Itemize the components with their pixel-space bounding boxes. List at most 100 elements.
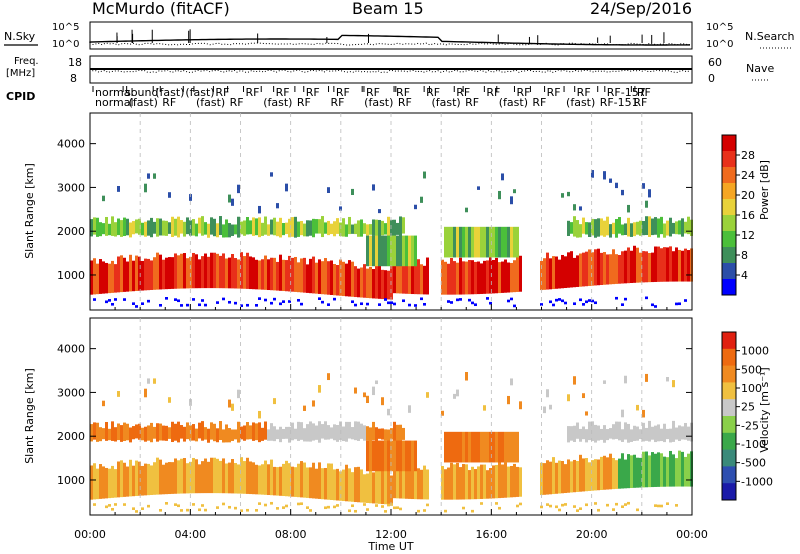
cpid-entry: RF — [331, 96, 345, 109]
heatmap-cell — [246, 508, 249, 512]
heatmap-cell — [312, 400, 315, 407]
heatmap-cell — [396, 235, 399, 267]
heatmap-cell — [648, 420, 651, 442]
heatmap-cell — [216, 253, 219, 289]
heatmap-cell — [333, 505, 336, 509]
heatmap-cell — [285, 183, 288, 192]
heatmap-cell — [651, 252, 654, 283]
colorbar-swatch — [722, 332, 736, 350]
cpid-entry: RF — [230, 96, 244, 109]
heatmap-cell — [327, 261, 330, 295]
heatmap-cell — [297, 421, 300, 441]
heatmap-cell — [621, 224, 624, 236]
heatmap-cell — [285, 222, 288, 235]
heatmap-cell — [213, 252, 216, 289]
heatmap-cell — [249, 425, 252, 440]
heatmap-cell — [360, 302, 363, 306]
heatmap-cell — [354, 387, 357, 394]
heatmap-cell — [204, 222, 207, 235]
heatmap-cell — [381, 505, 384, 508]
heatmap-cell — [564, 464, 567, 494]
heatmap-cell — [471, 431, 474, 463]
heatmap-cell — [597, 508, 600, 512]
heatmap-cell — [153, 426, 156, 439]
heatmap-cell — [609, 254, 612, 285]
heatmap-cell — [186, 508, 189, 512]
heatmap-cell — [405, 265, 408, 294]
heatmap-cell — [612, 222, 615, 235]
heatmap-cell — [465, 431, 468, 463]
heatmap-cell — [546, 503, 549, 506]
time-axis: 00:00 04:00 08:00 12:00 16:00 20:00 00:00 — [74, 113, 708, 541]
heatmap-cell — [237, 259, 240, 289]
heatmap-cell — [258, 217, 261, 238]
heatmap-cell — [615, 421, 618, 439]
heatmap-cell — [231, 254, 234, 289]
heatmap-cell — [309, 467, 312, 499]
heatmap-cell — [360, 469, 363, 503]
heatmap-cell — [636, 508, 639, 512]
heatmap-cell — [675, 302, 678, 306]
y-tick-label: 2000 — [57, 225, 85, 238]
heatmap-cell — [93, 422, 96, 440]
heatmap-cell — [186, 258, 189, 289]
heatmap-cell — [495, 502, 498, 505]
heatmap-cell — [354, 467, 357, 503]
heatmap-cell — [612, 249, 615, 285]
heatmap-cell — [576, 509, 579, 512]
heatmap-cell — [267, 429, 270, 441]
heatmap-cell — [318, 259, 321, 294]
heatmap-cell — [687, 426, 690, 441]
heatmap-cell — [336, 218, 339, 234]
heatmap-cell — [675, 458, 678, 487]
heatmap-cell — [606, 429, 609, 441]
heatmap-cell — [585, 251, 588, 287]
heatmap-cell — [108, 504, 111, 507]
heatmap-cell — [216, 506, 219, 509]
heatmap-cell — [642, 220, 645, 236]
heatmap-cell — [627, 423, 630, 443]
heatmap-cell — [228, 300, 231, 304]
heatmap-cell — [459, 226, 462, 258]
heatmap-cell — [408, 257, 411, 294]
heatmap-cell — [474, 303, 477, 307]
colorbar-tick-label: 24 — [741, 169, 755, 182]
heatmap-cell — [369, 224, 372, 235]
heatmap-cell — [342, 218, 345, 237]
heatmap-cell — [546, 460, 549, 495]
colorbar-swatch — [722, 483, 736, 501]
y-tick-label: 1000 — [57, 269, 85, 282]
heatmap-cell — [135, 219, 138, 234]
heatmap-cell — [585, 222, 588, 235]
heatmap-cell — [216, 301, 219, 304]
heatmap-cell — [102, 223, 105, 235]
heatmap-cell — [210, 252, 213, 289]
heatmap-cell — [243, 461, 246, 494]
heatmap-cell — [666, 457, 669, 487]
heatmap-cell — [147, 220, 150, 236]
heatmap-cell — [270, 459, 273, 496]
heatmap-cell — [156, 218, 159, 237]
heatmap-cell — [270, 501, 273, 505]
heatmap-cell — [672, 380, 675, 388]
heatmap-cell — [318, 297, 321, 300]
heatmap-cell — [546, 252, 549, 290]
heatmap-cell — [603, 425, 606, 443]
heatmap-cell — [486, 297, 489, 300]
heatmap-cell — [591, 460, 594, 491]
heatmap-cell — [558, 259, 561, 289]
heatmap-cell — [219, 216, 222, 236]
heatmap-cell — [117, 423, 120, 441]
heatmap-cell — [228, 505, 231, 509]
heatmap-cell — [249, 220, 252, 235]
nave-tick-top: 60 — [708, 56, 722, 69]
heatmap-cell — [378, 469, 381, 504]
heatmap-cell — [456, 462, 459, 500]
heatmap-cell — [465, 226, 468, 258]
heatmap-cell — [657, 218, 660, 238]
heatmap-cell — [555, 298, 558, 302]
heatmap-cell — [117, 390, 120, 397]
heatmap-cell — [246, 217, 249, 235]
heatmap-cell — [120, 460, 123, 498]
heatmap-cell — [624, 297, 627, 301]
